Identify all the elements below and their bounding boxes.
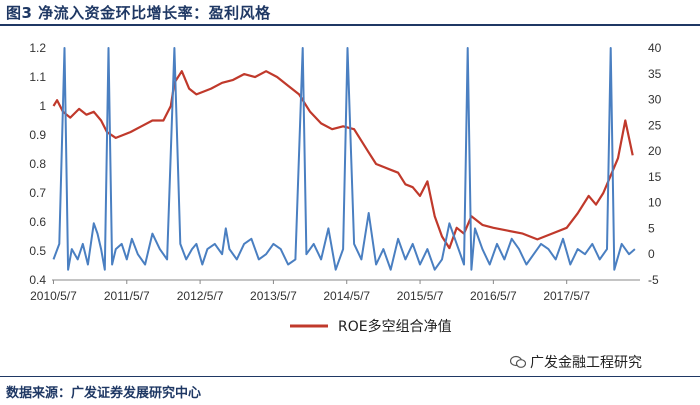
x-tick-label: 2015/5/7 xyxy=(397,289,444,303)
watermark: 广发金融工程研究 xyxy=(510,352,642,372)
right-tick-label: 30 xyxy=(648,93,662,107)
title-rule xyxy=(0,24,700,26)
chart-title: 图3 净流入资金环比增长率：盈利风格 xyxy=(6,4,271,22)
left-tick-label: 0.9 xyxy=(29,128,46,142)
left-tick-label: 0.4 xyxy=(29,273,46,287)
left-tick-label: 1.1 xyxy=(29,70,46,84)
series-line-roe xyxy=(52,70,634,250)
x-tick-label: 2010/5/7 xyxy=(30,289,77,303)
x-tick-label: 2012/5/7 xyxy=(177,289,224,303)
left-tick-label: 1 xyxy=(39,99,46,113)
left-tick-label: 1.2 xyxy=(29,41,46,55)
left-tick-label: 0.8 xyxy=(29,157,46,171)
right-tick-label: 20 xyxy=(648,144,662,158)
x-tick-label: 2017/5/7 xyxy=(543,289,590,303)
footer-rule xyxy=(0,376,700,377)
x-tick-label: 2016/5/7 xyxy=(470,289,517,303)
watermark-text: 广发金融工程研究 xyxy=(530,355,642,371)
series-line-netflow xyxy=(52,47,636,271)
left-tick-label: 0.7 xyxy=(29,186,46,200)
right-tick-label: 10 xyxy=(648,196,662,210)
right-tick-label: 15 xyxy=(648,170,662,184)
right-tick-label: 0 xyxy=(648,247,655,261)
right-tick-label: 5 xyxy=(648,221,655,235)
right-tick-label: 25 xyxy=(648,118,662,132)
left-tick-label: 0.5 xyxy=(29,244,46,258)
left-tick-label: 0.6 xyxy=(29,215,46,229)
right-tick-label: 40 xyxy=(648,41,662,55)
x-tick-label: 2014/5/7 xyxy=(323,289,370,303)
source-note: 数据来源：广发证券发展研究中心 xyxy=(6,386,202,401)
x-tick-label: 2013/5/7 xyxy=(250,289,297,303)
legend-label-roe: ROE多空组合净值 xyxy=(338,318,452,335)
right-tick-label: 35 xyxy=(648,67,662,81)
right-tick-label: -5 xyxy=(648,273,659,287)
x-tick-label: 2011/5/7 xyxy=(104,289,150,303)
wechat-icon xyxy=(510,355,526,368)
chart-area: 0.4 0.5 0.6 0.7 0.8 0.9 1 1.1 1.2 -5 0 5 10 15 20 25 30 3… xyxy=(29,41,662,335)
